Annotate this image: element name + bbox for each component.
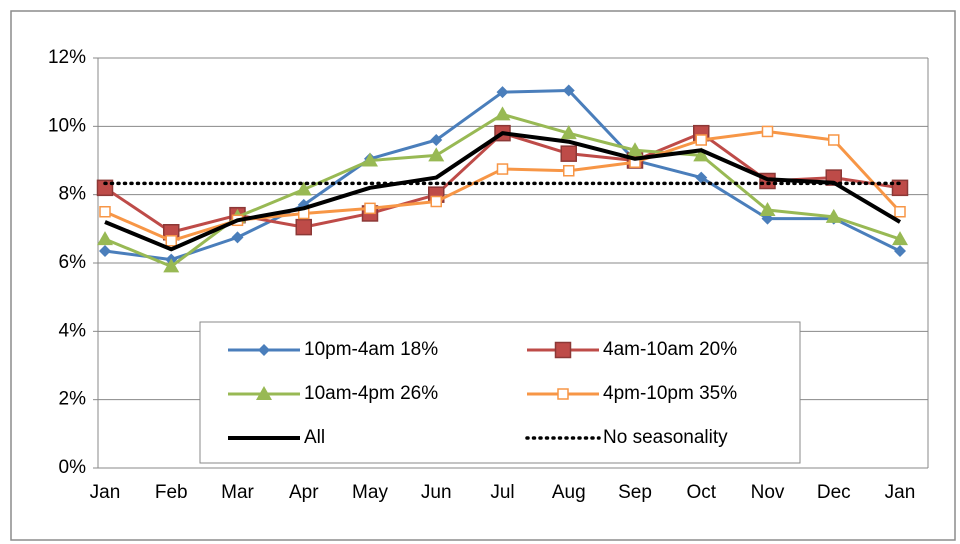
marker bbox=[99, 245, 111, 258]
x-tick-label: Dec bbox=[817, 482, 851, 503]
x-tick-label: Aug bbox=[552, 482, 586, 503]
legend-entry: No seasonality bbox=[525, 427, 728, 448]
marker bbox=[828, 134, 840, 146]
marker bbox=[295, 181, 312, 196]
y-tick-label: 10% bbox=[48, 115, 86, 136]
marker bbox=[494, 106, 511, 121]
y-tick-label: 12% bbox=[48, 47, 86, 68]
marker bbox=[96, 179, 114, 197]
series-line bbox=[104, 131, 902, 252]
legend-entry: 4pm-10pm 35% bbox=[527, 383, 737, 404]
y-tick-label: 6% bbox=[59, 252, 87, 273]
marker bbox=[825, 208, 842, 223]
marker bbox=[231, 231, 244, 244]
marker bbox=[892, 231, 908, 246]
y-tick-label: 2% bbox=[59, 389, 87, 410]
x-tick-label: Apr bbox=[289, 482, 319, 503]
marker bbox=[163, 258, 180, 273]
marker bbox=[627, 142, 643, 157]
series bbox=[104, 131, 902, 252]
x-tick-label: Jan bbox=[885, 482, 916, 503]
marker bbox=[693, 147, 710, 162]
legend-label: 4am-10am 20% bbox=[603, 339, 737, 360]
marker bbox=[496, 86, 509, 99]
marker bbox=[554, 341, 572, 359]
marker bbox=[165, 235, 177, 247]
x-tick-label: Jul bbox=[490, 482, 514, 503]
x-tick-label: Jun bbox=[421, 482, 452, 503]
legend-entry: 10pm-4am 18% bbox=[228, 339, 438, 360]
marker bbox=[560, 125, 577, 140]
marker bbox=[430, 134, 443, 146]
marker bbox=[557, 388, 569, 400]
x-tick-label: Oct bbox=[686, 482, 716, 503]
marker bbox=[563, 165, 575, 177]
marker bbox=[295, 218, 312, 236]
marker bbox=[562, 84, 575, 97]
marker bbox=[364, 202, 376, 215]
y-tick-label: 4% bbox=[59, 320, 87, 341]
marker bbox=[894, 245, 906, 258]
marker bbox=[362, 152, 378, 167]
legend-label: 10pm-4am 18% bbox=[304, 339, 438, 360]
x-tick-label: Mar bbox=[221, 482, 254, 503]
legend-label: All bbox=[304, 427, 325, 448]
marker bbox=[761, 125, 774, 138]
legend-label: 4pm-10pm 35% bbox=[603, 383, 737, 404]
x-tick-label: Jan bbox=[90, 482, 121, 503]
marker bbox=[496, 163, 509, 175]
marker bbox=[428, 147, 445, 162]
marker bbox=[695, 134, 707, 146]
legend-label: No seasonality bbox=[603, 427, 728, 448]
marker bbox=[99, 206, 111, 218]
marker bbox=[258, 344, 270, 356]
x-tick-label: Feb bbox=[155, 482, 188, 503]
legend-label: 10am-4pm 26% bbox=[304, 383, 438, 404]
x-tick-label: May bbox=[352, 482, 388, 503]
legend-entry: All bbox=[228, 427, 325, 448]
legend-entry: 10am-4pm 26% bbox=[228, 383, 438, 404]
marker bbox=[894, 206, 906, 218]
marker bbox=[891, 179, 909, 197]
legend: 10pm-4am 18% 4am-10am 20% 10am-4pm 26% 4pm-… bbox=[199, 321, 801, 464]
y-tick-label: 0% bbox=[59, 457, 87, 478]
marker bbox=[97, 231, 113, 246]
marker bbox=[430, 195, 442, 208]
legend-entry: 4am-10am 20% bbox=[527, 339, 737, 360]
x-tick-label: Sep bbox=[618, 482, 652, 503]
marker bbox=[695, 171, 708, 184]
y-tick-label: 8% bbox=[59, 184, 87, 205]
marker bbox=[256, 386, 272, 400]
marker bbox=[560, 145, 577, 162]
marker bbox=[759, 202, 776, 217]
x-tick-label: Nov bbox=[751, 482, 785, 503]
